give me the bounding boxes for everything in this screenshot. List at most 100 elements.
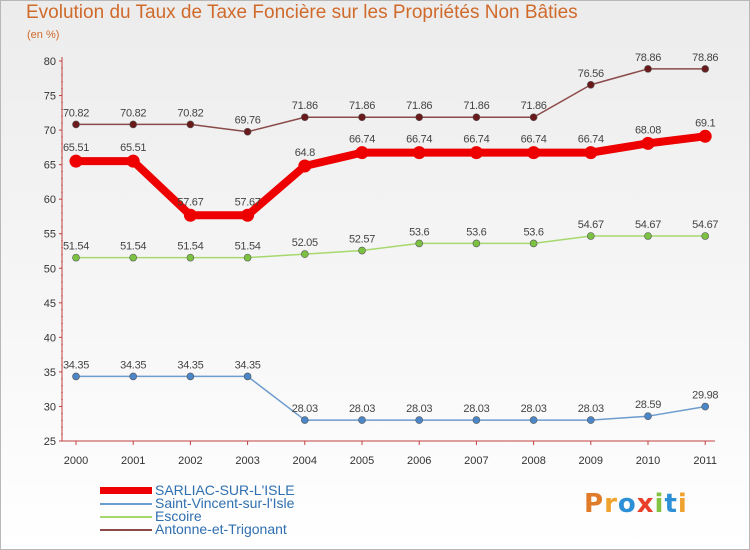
x-tick-label: 2001 (121, 455, 145, 467)
chart-title: Evolution du Taux de Taxe Foncière sur l… (26, 2, 578, 23)
data-point-3-6 (415, 113, 424, 122)
data-point-2-4 (300, 250, 309, 258)
data-label-3-3: 69.76 (235, 115, 261, 127)
x-tick-label: 2004 (293, 455, 317, 467)
x-tick-label: 2006 (407, 455, 431, 467)
logo-letter: i (654, 489, 665, 519)
data-label-2-5: 52.57 (349, 234, 375, 246)
data-point-2-8 (529, 239, 538, 248)
data-label-0-10: 68.08 (635, 124, 661, 136)
data-label-2-9: 54.67 (578, 219, 604, 231)
data-point-1-11 (701, 402, 710, 411)
data-point-3-4 (300, 113, 309, 122)
y-tick-label: 55 (44, 229, 56, 241)
legend-label-sarliac: SARLIAC-SUR-L'ISLE (155, 482, 295, 498)
y-tick-label: 75 (44, 91, 56, 103)
series-line-3 (75, 68, 706, 133)
logo-letter: t (664, 489, 678, 519)
legend-swatch-escoire (100, 515, 152, 518)
legend-swatch-saint-vincent (100, 502, 152, 505)
legend-label-saint-vincent: Saint-Vincent-sur-l'Isle (155, 495, 295, 511)
data-point-3-7 (472, 113, 481, 122)
data-label-1-2: 34.35 (177, 359, 203, 371)
data-point-1-8 (529, 416, 538, 424)
data-label-3-7: 71.86 (463, 100, 489, 112)
data-point-0-10 (641, 136, 655, 150)
data-label-0-3: 57.67 (235, 196, 261, 208)
data-point-1-4 (300, 416, 309, 424)
data-label-3-5: 71.86 (349, 100, 375, 112)
data-point-0-4 (298, 159, 312, 173)
data-label-1-6: 28.03 (406, 403, 432, 415)
data-point-3-9 (586, 80, 595, 89)
logo-letter: P (584, 489, 605, 519)
data-label-3-11: 78.86 (692, 52, 718, 64)
legend-item-saint-vincent: Saint-Vincent-sur-l'Isle (100, 495, 400, 511)
y-tick-label: 80 (44, 56, 56, 68)
data-point-1-3 (243, 372, 252, 381)
data-label-3-2: 70.82 (177, 107, 203, 119)
y-tick-label: 65 (44, 160, 56, 172)
data-label-2-10: 54.67 (635, 219, 661, 231)
x-tick-label: 2002 (178, 455, 202, 467)
data-label-0-5: 66.74 (349, 134, 375, 146)
data-label-0-6: 66.74 (406, 134, 432, 146)
x-tick-label: 2003 (235, 455, 259, 467)
y-tick-label: 60 (44, 194, 56, 206)
x-tick-label: 2005 (350, 455, 374, 467)
y-tick-label: 70 (44, 125, 56, 137)
legend-label-antonne: Antonne-et-Trigonant (155, 521, 287, 537)
data-point-0-3 (241, 208, 255, 222)
data-label-1-7: 28.03 (463, 403, 489, 415)
data-label-2-0: 51.54 (63, 241, 89, 253)
data-point-3-3 (243, 127, 252, 136)
series-line-0 (72, 132, 710, 220)
y-tick-label: 50 (44, 263, 56, 275)
legend-item-sarliac: SARLIAC-SUR-L'ISLE (100, 482, 400, 498)
data-label-2-3: 51.54 (235, 241, 261, 253)
data-point-2-2 (186, 253, 195, 262)
data-point-0-1 (126, 154, 140, 168)
data-point-0-8 (527, 146, 541, 160)
legend-item-escoire: Escoire (100, 508, 400, 524)
data-point-3-2 (186, 120, 195, 129)
data-point-3-11 (701, 65, 710, 73)
data-label-0-7: 66.74 (463, 134, 489, 146)
data-point-0-2 (183, 208, 197, 222)
data-label-2-6: 53.6 (409, 226, 429, 238)
data-point-2-3 (243, 253, 252, 262)
data-point-2-6 (415, 239, 424, 248)
y-tick-label: 35 (44, 367, 56, 379)
data-label-0-2: 57.67 (177, 196, 203, 208)
legend-swatch-antonne (100, 528, 152, 531)
data-point-1-5 (358, 416, 366, 424)
data-label-1-11: 29.98 (692, 390, 718, 402)
data-label-1-4: 28.03 (292, 403, 318, 415)
x-tick-label: 2011 (693, 455, 717, 467)
legend-label-escoire: Escoire (155, 508, 202, 524)
data-point-1-10 (644, 412, 652, 420)
data-label-1-9: 28.03 (578, 403, 604, 415)
y-tick-label: 30 (44, 401, 56, 413)
logo-letter: r (604, 489, 618, 519)
data-label-2-7: 53.6 (466, 226, 486, 238)
data-label-1-5: 28.03 (349, 403, 375, 415)
chart-subtitle: (en %) (27, 29, 60, 41)
data-label-3-9: 76.56 (578, 68, 604, 80)
y-tick-label: 40 (44, 332, 56, 344)
data-label-3-1: 70.82 (120, 107, 146, 119)
data-label-0-11: 69.1 (695, 117, 715, 129)
series-line-1 (75, 375, 706, 421)
x-tick-label: 2009 (579, 455, 603, 467)
data-label-1-1: 34.35 (120, 359, 146, 371)
data-point-0-7 (469, 146, 483, 160)
data-point-1-6 (415, 416, 424, 424)
x-tick-label: 2010 (636, 455, 660, 467)
data-point-2-1 (129, 253, 137, 262)
data-point-3-10 (644, 65, 652, 73)
data-point-3-8 (529, 113, 538, 122)
data-label-3-4: 71.86 (292, 100, 318, 112)
data-label-3-6: 71.86 (406, 100, 432, 112)
data-point-0-0 (69, 154, 83, 168)
